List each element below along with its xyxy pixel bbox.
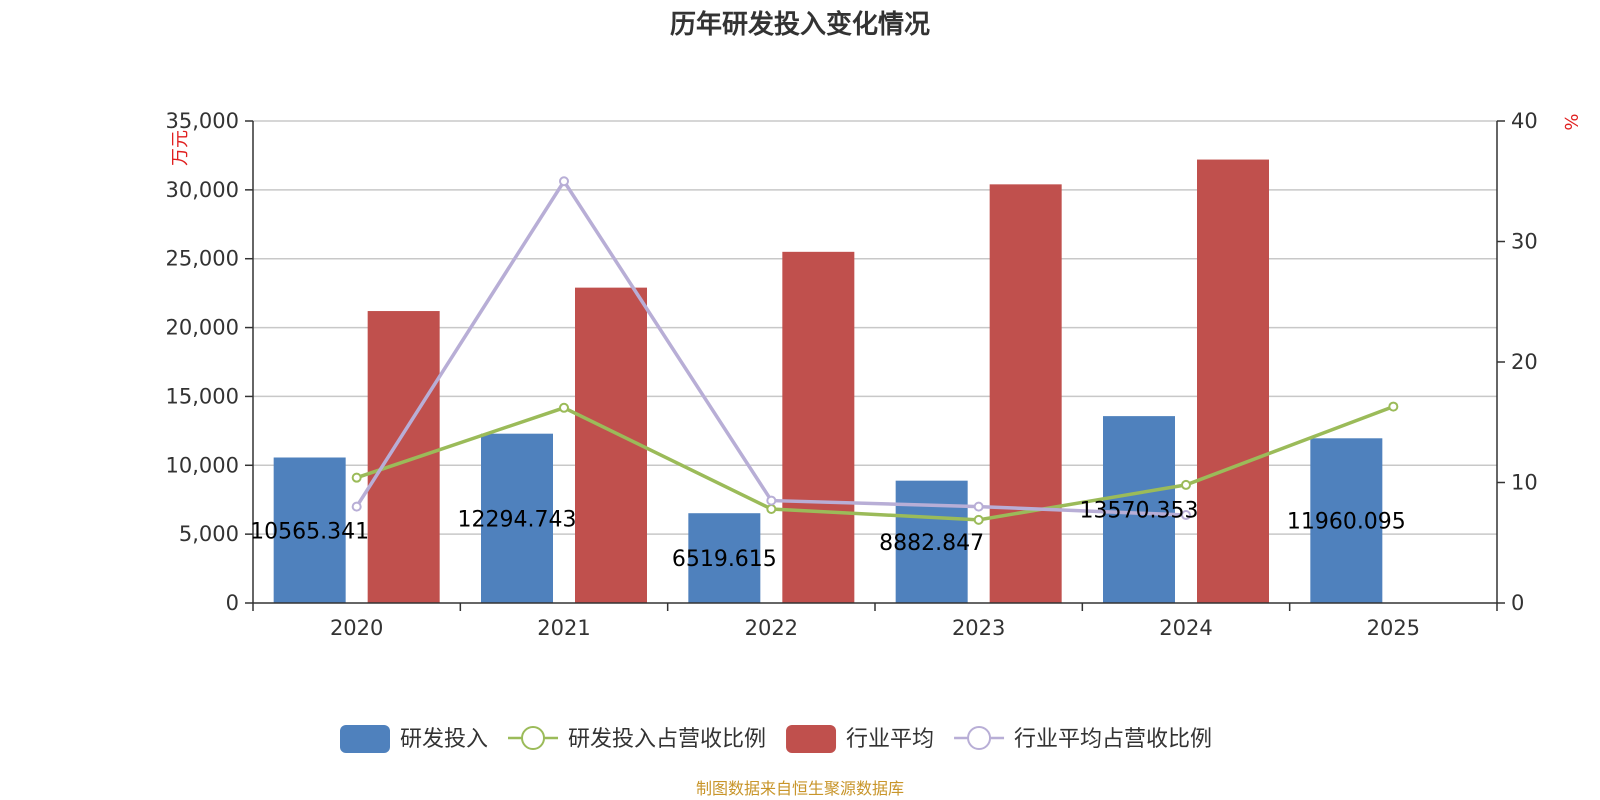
left-tick-label: 35,000 (166, 109, 239, 133)
left-tick-label: 30,000 (166, 178, 239, 202)
line-point (973, 514, 984, 525)
legend-marker (967, 726, 992, 750)
bar-data-label: 8882.847 (879, 531, 984, 556)
legend-swatch (786, 725, 837, 753)
chart-title: 历年研发投入变化情况 (670, 9, 930, 40)
bar-industry-average (782, 251, 855, 604)
legend-marker (521, 726, 546, 750)
bar-rd-investment (688, 513, 761, 603)
line-rd-ratio (356, 404, 1394, 522)
bar-data-label: 10565.341 (250, 519, 369, 544)
left-tick-label: 25,000 (166, 247, 239, 271)
line-point (766, 495, 777, 506)
bar-data-label: 12294.743 (458, 507, 577, 532)
bar-industry-average (1197, 159, 1269, 603)
bar-rd-investment (1103, 416, 1175, 603)
bar-industry-average (575, 287, 647, 603)
x-tick-label: 2022 (745, 616, 798, 640)
axes: 0 5,000 10,000 15,000 20,000 25,000 30,000 35,0… (166, 109, 1538, 640)
x-tick-label: 2023 (952, 616, 1005, 640)
bar-data-label: 11960.095 (1287, 510, 1406, 535)
x-tick-label: 2024 (1159, 616, 1212, 640)
line-point (559, 176, 569, 187)
line-point (351, 472, 362, 483)
legend-item[interactable]: 行业平均占营收比例 (954, 726, 1212, 752)
left-tick-label: 0 (226, 591, 239, 615)
line-point (1181, 479, 1191, 490)
right-tick-label: 10 (1511, 471, 1538, 495)
bar-rd-investment (273, 457, 346, 603)
line-point (766, 504, 777, 515)
left-tick-label: 5,000 (179, 522, 239, 546)
line-point (1388, 401, 1399, 412)
lines (351, 176, 1399, 525)
line-point (973, 501, 984, 512)
legend-label: 研发投入 (400, 727, 488, 752)
bar-industry-average (989, 184, 1062, 603)
bar-rd-investment (1310, 438, 1383, 603)
bar-data-label: 13570.353 (1080, 499, 1199, 524)
left-tick-label: 15,000 (166, 384, 239, 408)
bar-rd-investment (481, 433, 553, 603)
legend-label: 研发投入占营收比例 (568, 727, 766, 752)
legend-swatch (340, 725, 390, 753)
bars (273, 159, 1383, 604)
legend-item[interactable]: 研发投入占营收比例 (508, 726, 766, 752)
left-axis-unit: 万元 (170, 130, 191, 166)
right-axis-unit: % (1560, 113, 1581, 130)
bar-data-label: 6519.615 (672, 547, 777, 572)
line-point (559, 402, 569, 413)
bar-industry-average (367, 311, 440, 603)
grid (253, 120, 1497, 535)
legend-item[interactable]: 行业平均 (786, 725, 934, 753)
line-point (1181, 510, 1191, 521)
x-tick-label: 2025 (1367, 616, 1420, 640)
left-tick-label: 10,000 (166, 453, 239, 477)
left-tick-label: 20,000 (166, 316, 239, 340)
bar-rd-investment (895, 480, 968, 603)
legend-label: 行业平均占营收比例 (1014, 727, 1212, 752)
source-note: 制图数据来自恒生聚源数据库 (696, 779, 904, 798)
right-tick-label: 0 (1511, 591, 1524, 615)
legend: 研发投入 研发投入占营收比例 行业平均 行业平均占营收比例 (340, 725, 1212, 753)
legend-item[interactable]: 研发投入 (340, 725, 488, 753)
x-tick-label: 2020 (330, 616, 383, 640)
legend-label: 行业平均 (846, 727, 934, 752)
data-labels: 10565.341 12294.743 6519.615 8882.847 13570.… (250, 499, 1406, 573)
x-tick-label: 2021 (537, 616, 590, 640)
right-tick-label: 30 (1511, 230, 1538, 254)
line-point (351, 501, 362, 512)
right-tick-label: 40 (1511, 109, 1538, 133)
right-tick-label: 20 (1511, 350, 1538, 374)
